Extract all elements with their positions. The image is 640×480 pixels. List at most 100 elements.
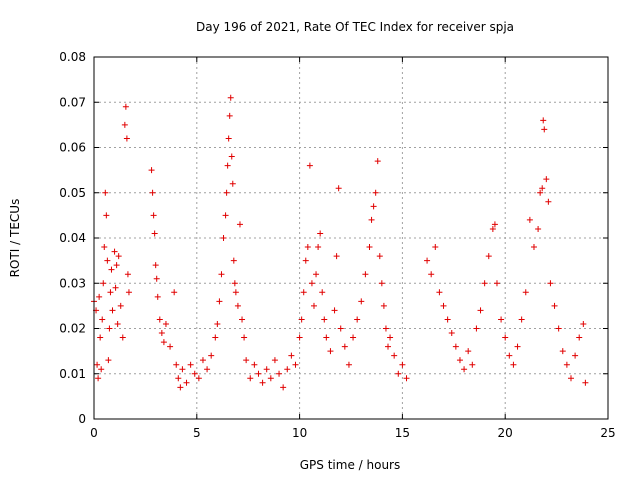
data-point	[232, 289, 239, 296]
data-point	[576, 334, 583, 341]
data-point	[331, 307, 338, 314]
chart-title: Day 196 of 2021, Rate Of TEC Index for r…	[196, 20, 514, 34]
data-point	[323, 334, 330, 341]
data-point	[99, 316, 106, 323]
data-point	[317, 230, 324, 237]
data-point	[251, 361, 258, 368]
data-point	[107, 289, 114, 296]
data-point	[95, 375, 102, 382]
data-point	[319, 289, 326, 296]
data-point	[171, 289, 178, 296]
data-point	[380, 302, 387, 309]
data-point	[103, 212, 110, 219]
data-point	[152, 262, 159, 269]
data-point	[540, 117, 547, 124]
data-point	[263, 366, 270, 373]
data-point	[226, 112, 233, 119]
data-point	[98, 366, 105, 373]
data-point	[530, 244, 537, 251]
data-point	[113, 262, 120, 269]
data-point	[485, 253, 492, 260]
data-point	[436, 289, 443, 296]
data-point	[310, 302, 317, 309]
data-point	[300, 289, 307, 296]
y-tick-label: 0.07	[59, 95, 86, 109]
data-point	[177, 384, 184, 391]
data-point	[101, 244, 108, 251]
data-point	[96, 293, 103, 300]
y-tick-label: 0.04	[59, 231, 86, 245]
data-point	[321, 316, 328, 323]
data-point	[292, 361, 299, 368]
x-tick-label: 10	[292, 426, 307, 440]
data-point	[150, 212, 157, 219]
data-point	[465, 348, 472, 355]
data-point	[354, 316, 361, 323]
grid-lines	[94, 57, 608, 419]
data-point	[489, 225, 496, 232]
data-point	[543, 176, 550, 183]
data-point	[582, 379, 589, 386]
data-point	[123, 135, 130, 142]
x-tick-label: 5	[193, 426, 201, 440]
data-point	[580, 320, 587, 327]
data-point	[382, 325, 389, 332]
data-point	[119, 334, 126, 341]
data-point	[481, 280, 488, 287]
data-point	[212, 334, 219, 341]
data-point	[195, 375, 202, 382]
data-point	[121, 121, 128, 128]
data-point	[510, 361, 517, 368]
data-point	[225, 135, 232, 142]
x-tick-label: 0	[90, 426, 98, 440]
data-point	[541, 126, 548, 133]
data-point	[231, 280, 238, 287]
data-point	[304, 244, 311, 251]
data-point	[284, 366, 291, 373]
data-point	[502, 334, 509, 341]
data-point	[395, 370, 402, 377]
data-point	[567, 375, 574, 382]
data-point	[547, 280, 554, 287]
data-point	[276, 370, 283, 377]
data-point	[461, 366, 468, 373]
data-point	[448, 330, 455, 337]
data-point	[498, 316, 505, 323]
data-point	[218, 271, 225, 278]
data-point	[506, 352, 513, 359]
y-axis-label: ROTI / TECUs	[8, 199, 22, 278]
data-point	[563, 361, 570, 368]
data-point	[518, 316, 525, 323]
x-tick-label: 25	[600, 426, 615, 440]
data-point	[112, 284, 119, 291]
y-tick-label: 0.02	[59, 322, 86, 336]
data-point	[298, 316, 305, 323]
data-point	[183, 379, 190, 386]
data-point	[335, 185, 342, 192]
data-point	[122, 103, 129, 110]
x-tick-label: 15	[395, 426, 410, 440]
data-point	[444, 316, 451, 323]
data-point	[216, 298, 223, 305]
data-point	[288, 352, 295, 359]
data-point	[243, 357, 250, 364]
data-point	[315, 244, 322, 251]
data-point	[104, 257, 111, 264]
data-point	[372, 189, 379, 196]
data-point	[102, 189, 109, 196]
data-point	[374, 158, 381, 165]
data-point	[106, 325, 113, 332]
data-point	[111, 248, 118, 255]
data-point	[333, 253, 340, 260]
data-point	[187, 361, 194, 368]
data-point	[241, 334, 248, 341]
data-point	[105, 357, 112, 364]
x-tick-label: 20	[498, 426, 513, 440]
data-point	[572, 352, 579, 359]
data-point	[124, 271, 131, 278]
data-point	[114, 320, 121, 327]
data-point	[162, 320, 169, 327]
data-point	[526, 216, 533, 223]
data-point	[341, 343, 348, 350]
